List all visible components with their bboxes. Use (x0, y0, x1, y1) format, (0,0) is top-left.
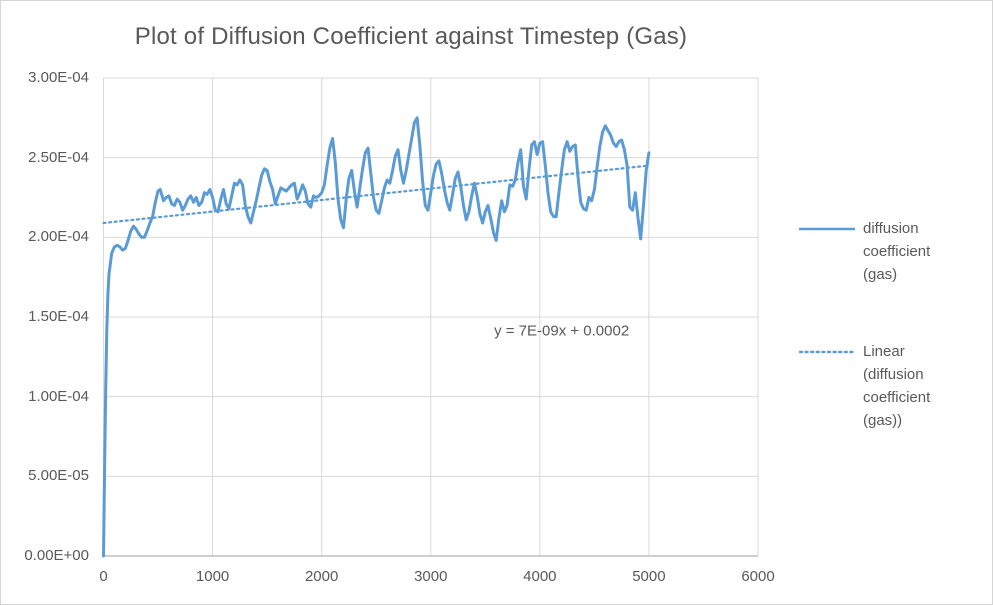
series-line-diffusion-coefficient (102, 116, 651, 558)
y-tick-label: 2.00E-04 (28, 228, 89, 246)
x-tick-label: 0 (99, 568, 108, 585)
x-tick-label: 4000 (523, 568, 557, 585)
solid-line-swatch-icon (799, 227, 855, 231)
y-tick-label: 1.50E-04 (28, 308, 89, 325)
x-tick-label: 2000 (304, 568, 339, 585)
legend-label-linear-trendline: Linear (diffusion coefficient (gas)) (863, 343, 931, 429)
legend: diffusion coefficient (gas) Linear (diff… (798, 1, 990, 604)
y-tick-label: 5.00E-05 (28, 467, 89, 485)
dotted-line-swatch-icon (798, 350, 856, 354)
legend-item-diffusion-coefficient: diffusion coefficient (gas) (798, 217, 963, 286)
x-tick-label: 6000 (741, 568, 775, 585)
trendline-equation-label: y = 7E-09x + 0.0002 (494, 322, 630, 340)
y-tick-label: 0.00E+00 (24, 547, 89, 564)
trendline-dotted (102, 164, 651, 225)
x-tick-label: 5000 (632, 568, 666, 585)
legend-label-diffusion-coefficient: diffusion coefficient (gas) (863, 220, 931, 283)
chart-title: Plot of Diffusion Coefficient against Ti… (134, 23, 688, 50)
x-tick-label: 3000 (414, 568, 448, 585)
legend-item-linear-trendline: Linear (diffusion coefficient (gas)) (798, 340, 963, 432)
y-tick-label: 3.00E-04 (28, 69, 89, 86)
y-tick-label: 1.00E-04 (28, 387, 89, 405)
x-tick-label: 1000 (195, 568, 230, 585)
y-tick-label: 2.50E-04 (28, 148, 89, 166)
